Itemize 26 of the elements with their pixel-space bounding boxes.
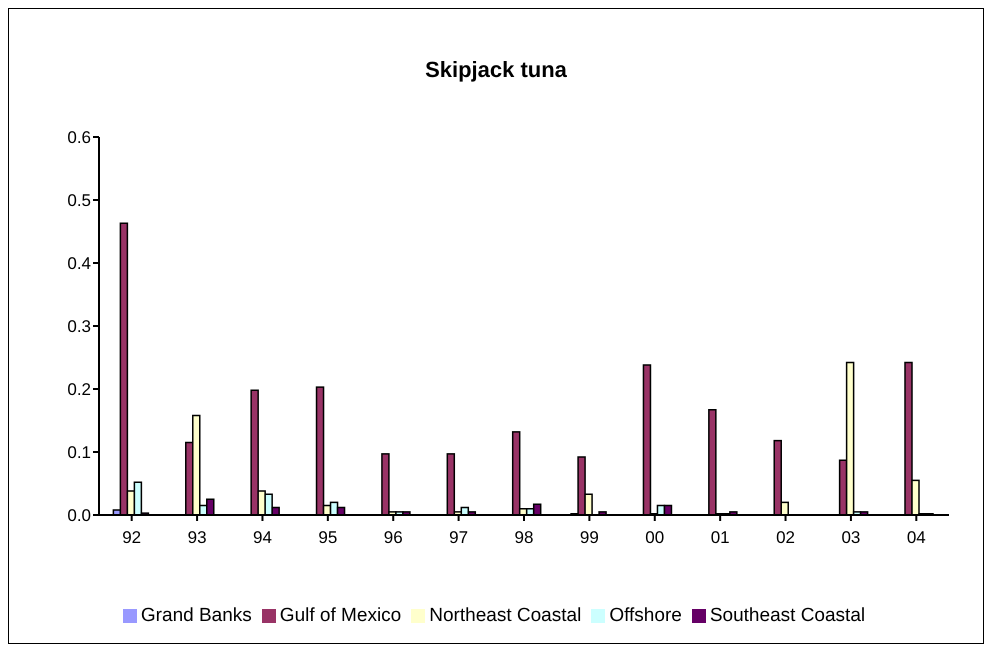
- legend-label: Grand Banks: [140, 605, 252, 626]
- y-tick-label: 0.1: [67, 443, 91, 462]
- y-tick-label: 0.5: [67, 191, 91, 210]
- y-tick-label: 0.6: [67, 128, 91, 148]
- x-tick-label: 94: [253, 528, 272, 548]
- y-tick-label: 0.3: [67, 317, 91, 336]
- x-tick-label: 01: [710, 528, 730, 548]
- legend-label: Gulf of Mexico: [280, 605, 402, 626]
- x-tick-label: 02: [776, 528, 795, 548]
- x-tick-label: 99: [580, 528, 599, 548]
- x-tick-label: 98: [514, 528, 534, 548]
- x-tick-label: 95: [318, 528, 338, 548]
- x-tick-label: 00: [645, 528, 664, 548]
- x-tick-label: 96: [384, 528, 403, 548]
- x-tick-label: 03: [841, 528, 860, 548]
- x-tick-label: 97: [449, 528, 468, 548]
- y-tick-label: 0.2: [67, 380, 91, 400]
- legend-label: Northeast Coastal: [429, 605, 582, 626]
- y-tick-label: 0.4: [67, 254, 91, 274]
- x-tick-label: 93: [188, 528, 207, 548]
- legend-label: Southeast Coastal: [710, 605, 866, 626]
- chart-title: Skipjack tuna: [424, 56, 568, 84]
- legend-label: Offshore: [609, 605, 682, 626]
- y-tick-label: 0.0: [67, 506, 91, 526]
- x-tick-label: 92: [122, 528, 142, 548]
- x-tick-label: 04: [906, 528, 926, 548]
